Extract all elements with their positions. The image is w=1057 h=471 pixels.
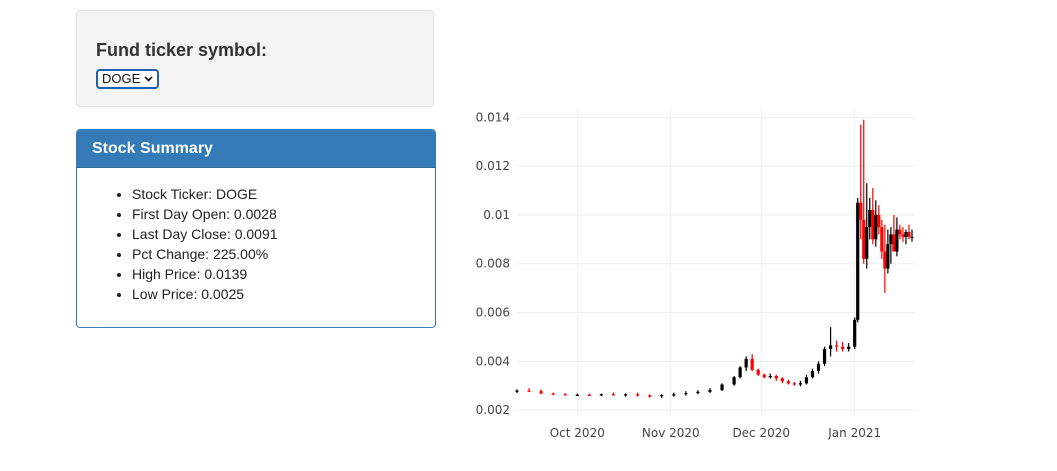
candle-body (539, 391, 543, 394)
candle-body (868, 210, 872, 228)
ticker-select-value: DOGE (102, 71, 141, 86)
candle-body (750, 358, 754, 370)
candle-body (841, 346, 845, 350)
candle-body (889, 234, 893, 245)
candle-body (551, 393, 555, 395)
candle-body (684, 393, 688, 395)
candle-body (810, 371, 815, 378)
candle-body (768, 375, 772, 378)
candle-body (575, 394, 579, 396)
candle-body (780, 378, 784, 382)
summary-item-last-close: Last Day Close: 0.0091 (132, 224, 420, 244)
candle-body (874, 214, 878, 240)
y-tick-label: 0.012 (476, 159, 510, 173)
y-tick-label: 0.01 (483, 208, 510, 222)
candle-body (515, 390, 519, 392)
candle-body (835, 345, 839, 347)
chevron-down-icon (144, 75, 153, 84)
candle-body (720, 384, 724, 391)
candle-body (880, 227, 884, 252)
candle-body (623, 394, 628, 396)
y-tick-label: 0.004 (476, 354, 510, 368)
candle-body (774, 375, 778, 379)
stock-summary-body: Stock Ticker: DOGE First Day Open: 0.002… (77, 168, 435, 304)
candle-body (762, 374, 766, 378)
candle-body (892, 234, 896, 252)
candle-body (871, 210, 875, 240)
y-tick-label: 0.006 (476, 306, 510, 320)
candle-body (904, 232, 908, 237)
x-tick-label: Oct 2020 (550, 426, 605, 440)
summary-item-ticker: Stock Ticker: DOGE (132, 184, 420, 204)
ticker-selector-label: Fund ticker symbol: (96, 40, 268, 60)
x-tick-label: Jan 2021 (827, 426, 881, 440)
candle-body (853, 319, 857, 347)
candle-body (886, 244, 890, 269)
summary-item-high-price: High Price: 0.0139 (132, 264, 420, 284)
candle-body (756, 369, 760, 375)
y-tick-label: 0.008 (476, 257, 510, 271)
x-tick-label: Dec 2020 (732, 426, 790, 440)
candle-body (804, 377, 809, 384)
y-tick-label: 0.002 (476, 403, 510, 417)
candle-body (862, 219, 866, 259)
candle-body (792, 383, 796, 385)
candle-body (744, 358, 748, 368)
candle-body (672, 394, 676, 396)
summary-item-first-open: First Day Open: 0.0028 (132, 204, 420, 224)
stock-summary-list: Stock Ticker: DOGE First Day Open: 0.002… (92, 184, 420, 304)
candle-body (786, 381, 790, 384)
candle-body (883, 251, 887, 269)
summary-item-low-price: Low Price: 0.0025 (132, 284, 420, 304)
candle-body (648, 395, 652, 397)
y-tick-label: 0.014 (476, 110, 510, 124)
candle-body (877, 214, 881, 228)
candle-body (816, 363, 821, 372)
ticker-select[interactable]: DOGE (96, 69, 160, 89)
candle-body (527, 390, 531, 392)
candle-body (910, 236, 914, 239)
ticker-selector-panel: Fund ticker symbol: DOGE (76, 10, 434, 107)
candle-body (798, 383, 803, 385)
candle-body (901, 234, 905, 237)
candle-body (828, 345, 833, 350)
candle-body (907, 232, 911, 237)
stock-summary-panel: Stock Summary Stock Ticker: DOGE First D… (76, 129, 436, 328)
summary-item-pct-change: Pct Change: 225.00% (132, 244, 420, 264)
candle-body (822, 349, 827, 364)
candle-body (865, 227, 869, 259)
price-chart[interactable]: 0.002 0.004 0.006 0.008 0.01 0.012 0.014 Oct 20… (462, 105, 942, 445)
candle-body (599, 394, 604, 396)
candle-body (898, 229, 902, 235)
candle-body (563, 394, 567, 396)
candle-body (732, 377, 736, 385)
candle-body (611, 394, 616, 396)
candle-body (587, 394, 591, 396)
candle-body (636, 394, 640, 396)
candle-body (895, 229, 899, 252)
candlestick-chart[interactable]: 0.002 0.004 0.006 0.008 0.01 0.012 0.014 Oct 20… (462, 105, 942, 445)
candle-body (856, 202, 860, 320)
candle-body (696, 391, 700, 394)
candle-body (738, 367, 742, 378)
candle-body (660, 394, 664, 397)
candle-body (859, 202, 863, 220)
candle-body (847, 346, 851, 350)
candle-body (708, 390, 712, 392)
x-tick-label: Nov 2020 (642, 426, 700, 440)
stock-summary-title: Stock Summary (77, 130, 435, 168)
